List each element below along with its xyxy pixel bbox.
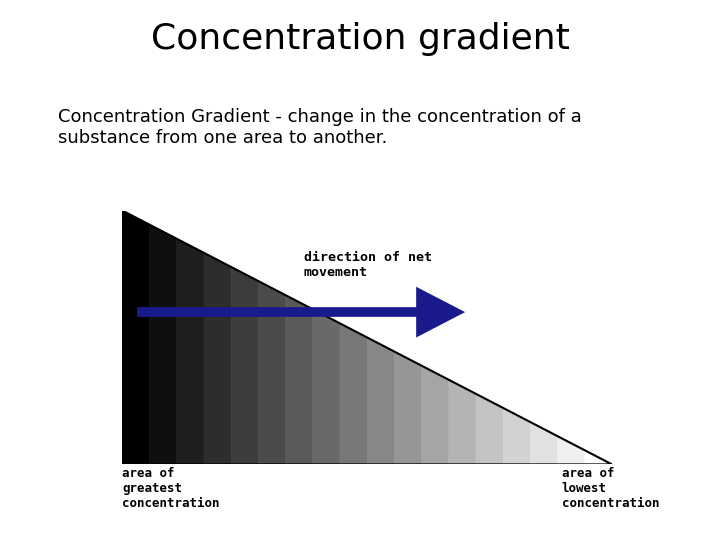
Polygon shape [476, 394, 503, 464]
Polygon shape [340, 323, 367, 464]
Polygon shape [503, 408, 531, 464]
Polygon shape [395, 352, 422, 464]
Polygon shape [231, 267, 258, 464]
Polygon shape [204, 253, 231, 464]
Text: area of
greatest
concentration: area of greatest concentration [122, 467, 220, 510]
Polygon shape [557, 436, 585, 464]
Text: direction of net
movement: direction of net movement [304, 251, 431, 279]
Polygon shape [585, 450, 612, 464]
Polygon shape [367, 338, 395, 464]
Polygon shape [422, 366, 449, 464]
Polygon shape [531, 422, 557, 464]
Text: Concentration Gradient - change in the concentration of a
substance from one are: Concentration Gradient - change in the c… [58, 108, 581, 147]
Text: area of
lowest
concentration: area of lowest concentration [562, 467, 659, 510]
Polygon shape [449, 380, 476, 464]
Polygon shape [286, 295, 312, 464]
Polygon shape [312, 309, 340, 464]
Polygon shape [416, 287, 465, 338]
Polygon shape [122, 211, 150, 464]
Polygon shape [177, 239, 204, 464]
Text: Concentration gradient: Concentration gradient [150, 22, 570, 56]
Polygon shape [150, 225, 177, 464]
Polygon shape [258, 281, 286, 464]
